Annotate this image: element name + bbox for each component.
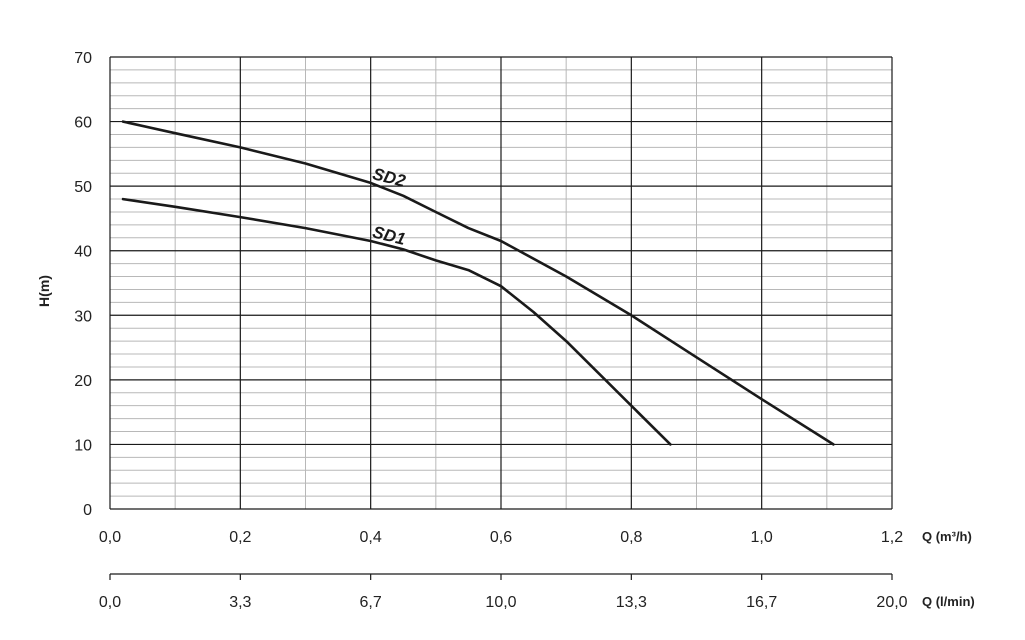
x-tick-label: 0,6 (490, 529, 512, 546)
x-tick-label: 1,2 (881, 529, 903, 546)
curve-sd2 (121, 120, 835, 446)
major-grid (109, 56, 893, 510)
curves: SD2 SD1 (121, 120, 835, 446)
series-label-sd2: SD2 (371, 164, 408, 191)
x-axis-unit-label: Q (m³/h) (922, 529, 972, 544)
secondary-x-tick-label: 6,7 (360, 594, 382, 611)
x-tick-label: 0,2 (229, 529, 251, 546)
x-tick-labels: 0,0 0,2 0,4 0,6 0,8 1,0 1,2 (99, 529, 903, 546)
secondary-x-tick-label: 16,7 (746, 594, 777, 611)
x-tick-label: 1,0 (751, 529, 773, 546)
y-tick-label: 30 (74, 308, 92, 325)
y-tick-labels: 0 10 20 30 40 50 60 70 (74, 50, 92, 519)
secondary-x-axis-unit-label: Q (l/min) (922, 594, 975, 609)
y-tick-label: 40 (74, 244, 92, 261)
curve-sd1 (121, 197, 672, 446)
y-tick-label: 50 (74, 179, 92, 196)
secondary-x-axis: 0,0 3,3 6,7 10,0 13,3 16,7 20,0 (99, 573, 908, 611)
secondary-x-tick-label: 13,3 (616, 594, 647, 611)
y-tick-label: 0 (83, 502, 92, 519)
x-tick-label: 0,8 (620, 529, 642, 546)
y-tick-label: 20 (74, 373, 92, 390)
secondary-x-tick-label: 10,0 (485, 594, 516, 611)
secondary-x-tick-label: 20,0 (876, 594, 907, 611)
y-tick-label: 60 (74, 115, 92, 132)
y-axis-label: H(m) (36, 275, 52, 307)
y-tick-label: 10 (74, 437, 92, 454)
secondary-x-tick-label: 3,3 (229, 594, 251, 611)
series-label-sd1: SD1 (371, 222, 408, 248)
x-tick-label: 0,4 (360, 529, 382, 546)
secondary-x-tick-label: 0,0 (99, 594, 121, 611)
x-tick-label: 0,0 (99, 529, 121, 546)
y-tick-label: 70 (74, 50, 92, 67)
